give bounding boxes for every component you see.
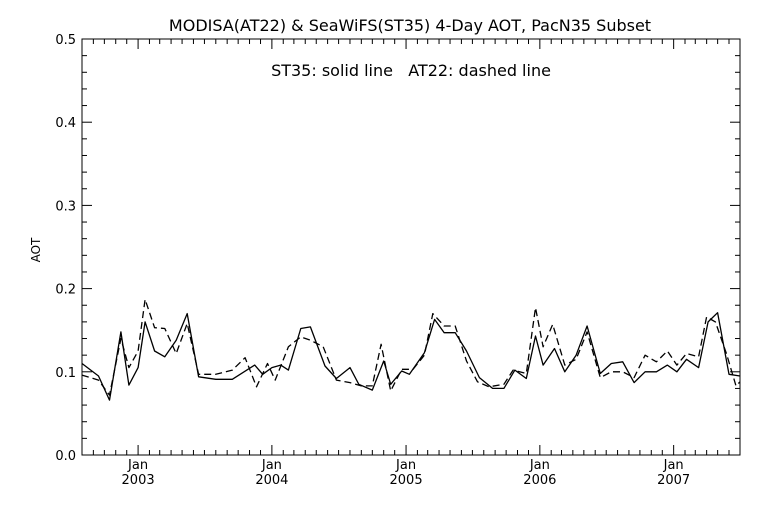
- y-axis-label: AOT: [29, 237, 43, 262]
- x-tick-year-label: 2005: [390, 473, 423, 488]
- series-line-at22: [81, 298, 741, 396]
- x-tick-year-label: 2006: [523, 473, 556, 488]
- x-tick-month-label: Jan: [663, 458, 684, 473]
- chart-title: MODISA(AT22) & SeaWiFS(ST35) 4-Day AOT, …: [169, 16, 651, 35]
- plot-frame: [81, 38, 741, 456]
- x-tick-year-label: 2007: [657, 473, 690, 488]
- y-tick-label: 0.3: [55, 199, 76, 214]
- x-tick-year-label: 2003: [122, 473, 155, 488]
- legend-annotation: ST35: solid line AT22: dashed line: [271, 61, 551, 80]
- y-axis: 0.0 0.1 0.2 0.3 0.4 0.5: [55, 33, 740, 464]
- y-tick-label: 0.5: [55, 33, 76, 48]
- x-tick-month-label: Jan: [261, 458, 282, 473]
- y-tick-label: 0.2: [55, 283, 76, 298]
- y-tick-label: 0.1: [55, 366, 76, 381]
- x-tick-month-label: Jan: [529, 458, 550, 473]
- y-tick-label: 0.4: [55, 116, 76, 131]
- y-tick-label: 0.0: [55, 449, 76, 464]
- series-line-st35: [81, 312, 741, 401]
- x-tick-month-label: Jan: [127, 458, 148, 473]
- series-layer: [81, 298, 741, 401]
- x-tick-year-label: 2004: [255, 473, 288, 488]
- x-tick-month-label: Jan: [395, 458, 416, 473]
